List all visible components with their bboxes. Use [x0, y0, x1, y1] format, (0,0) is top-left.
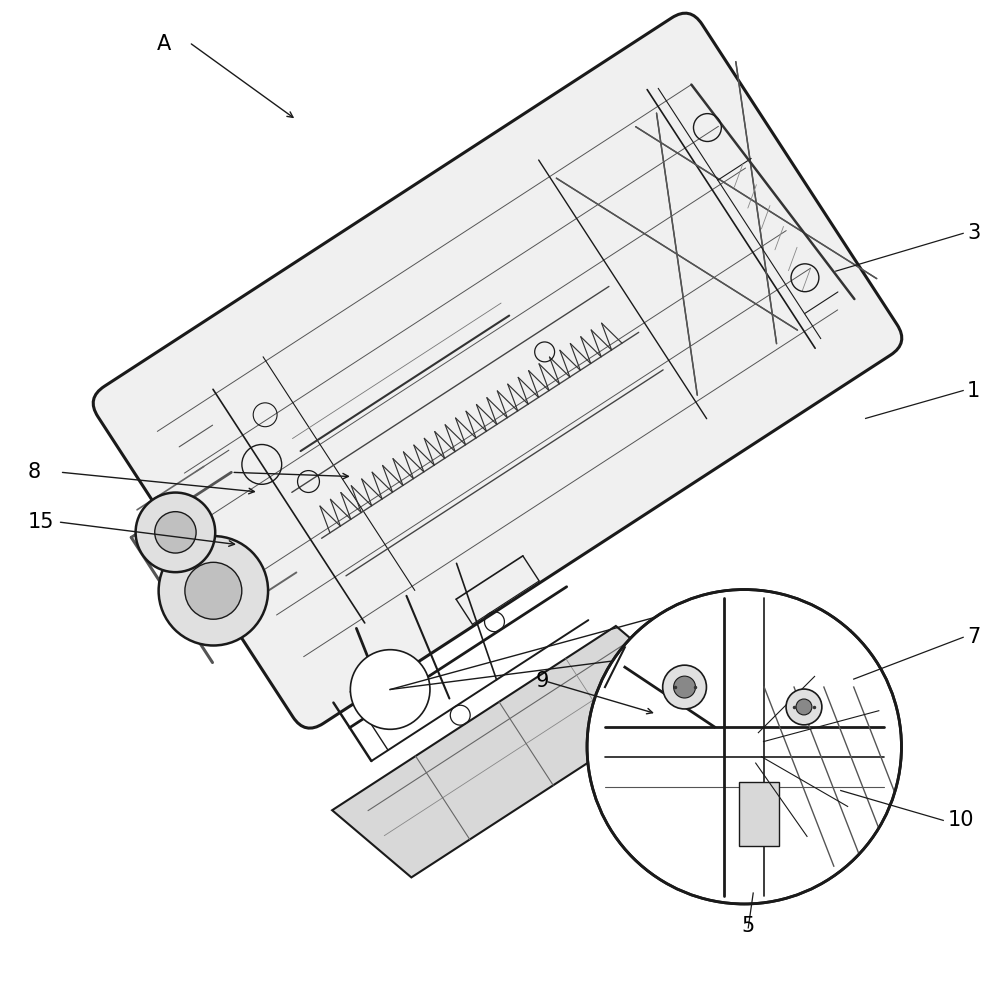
- Text: A: A: [157, 34, 171, 54]
- Circle shape: [586, 590, 901, 904]
- Circle shape: [795, 699, 811, 715]
- Text: 8: 8: [28, 462, 41, 482]
- Polygon shape: [332, 626, 695, 877]
- Circle shape: [158, 536, 267, 645]
- Circle shape: [673, 676, 695, 698]
- Circle shape: [154, 512, 196, 553]
- Text: 10: 10: [946, 810, 973, 830]
- Text: 3: 3: [966, 223, 979, 243]
- FancyBboxPatch shape: [93, 13, 901, 728]
- Circle shape: [135, 493, 215, 572]
- Text: 1: 1: [966, 381, 979, 401]
- Circle shape: [785, 689, 821, 725]
- Text: 15: 15: [28, 512, 55, 532]
- Text: 5: 5: [741, 916, 754, 936]
- Text: 7: 7: [966, 627, 979, 647]
- Circle shape: [185, 562, 242, 619]
- Circle shape: [350, 650, 429, 729]
- Bar: [739, 782, 778, 846]
- Text: 9: 9: [536, 671, 549, 691]
- Circle shape: [662, 665, 706, 709]
